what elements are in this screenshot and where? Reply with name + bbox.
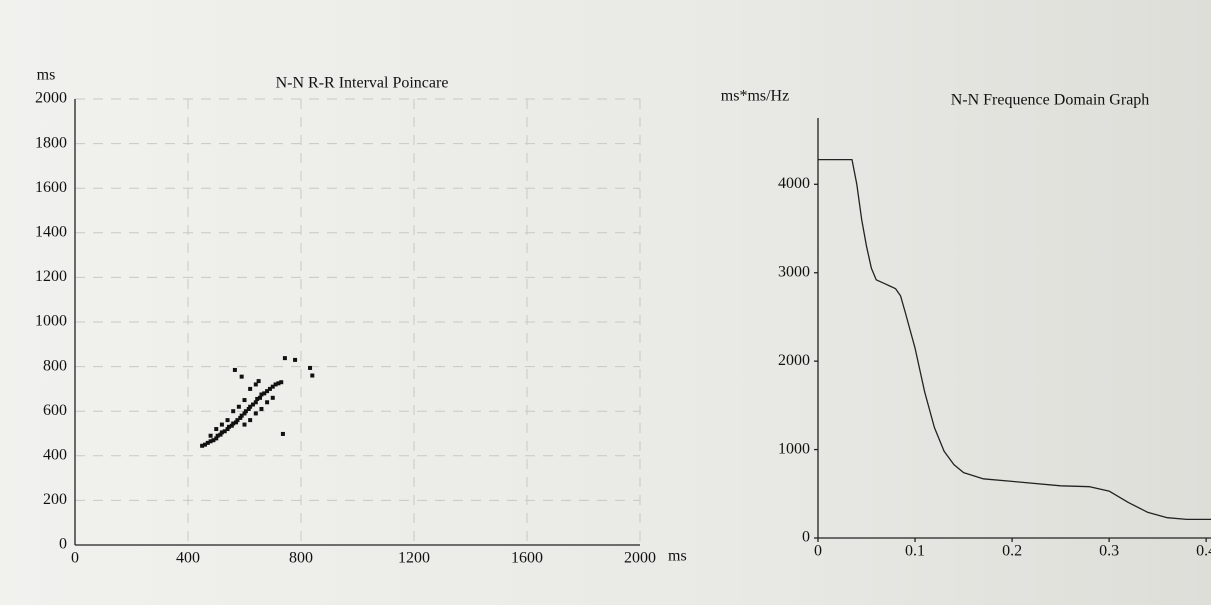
point [256, 379, 261, 384]
point [270, 395, 275, 400]
point [229, 423, 234, 428]
point [208, 439, 213, 444]
y-tick-label: 400 [43, 446, 67, 463]
point [248, 418, 253, 423]
point [253, 382, 258, 387]
x-tick-label: 400 [176, 550, 200, 567]
point [265, 400, 270, 405]
x-tick-label: 0 [71, 550, 79, 567]
point [250, 402, 255, 407]
point [276, 381, 281, 386]
point [236, 404, 241, 409]
y-tick-label: 1400 [35, 223, 67, 240]
point [248, 404, 253, 409]
point [222, 429, 227, 434]
point [239, 374, 244, 379]
chart-title: N-N Frequence Domain Graph [951, 92, 1150, 109]
point [235, 418, 240, 423]
point [293, 357, 298, 362]
point [200, 443, 205, 448]
point [310, 373, 315, 378]
point [273, 382, 278, 387]
point [279, 380, 284, 385]
point [218, 432, 223, 437]
point [267, 386, 272, 391]
y-tick-label: 200 [43, 491, 67, 508]
point [219, 430, 224, 435]
point [234, 420, 239, 425]
point [255, 396, 260, 401]
y-axis-label: ms*ms/Hz [721, 88, 789, 105]
y-tick-label: 600 [43, 402, 67, 419]
y-tick-label: 1600 [35, 179, 67, 196]
point [246, 406, 251, 411]
x-tick-label: 0.4 [1196, 543, 1211, 560]
point [219, 422, 224, 427]
point [225, 418, 230, 423]
point [231, 409, 236, 414]
x-axis-label: ms [668, 548, 687, 565]
x-tick-label: 0.2 [1002, 543, 1022, 560]
point [258, 395, 263, 400]
y-tick-label: 1000 [778, 440, 810, 457]
x-tick-label: 1200 [398, 550, 430, 567]
point [208, 433, 213, 438]
y-tick-label: 0 [802, 529, 810, 546]
point [214, 436, 219, 441]
point [270, 384, 275, 389]
y-tick-label: 2000 [35, 90, 67, 107]
y-tick-label: 2000 [778, 352, 810, 369]
point [282, 356, 287, 361]
y-tick-label: 1800 [35, 134, 67, 151]
x-tick-label: 1600 [511, 550, 543, 567]
point [248, 386, 253, 391]
point [253, 400, 258, 405]
point [205, 440, 210, 445]
point [259, 406, 264, 411]
point [280, 431, 285, 436]
y-tick-label: 3000 [778, 263, 810, 280]
chart-title: N-N R-R Interval Poincare [276, 75, 449, 92]
point [238, 415, 243, 420]
x-tick-label: 2000 [624, 550, 656, 567]
point [225, 427, 230, 432]
point [259, 392, 264, 397]
x-tick-label: 0.1 [905, 543, 925, 560]
x-tick-label: 0.3 [1099, 543, 1119, 560]
point [202, 442, 207, 447]
point [243, 409, 248, 414]
y-tick-label: 4000 [778, 175, 810, 192]
y-axis-label: ms [37, 67, 56, 84]
x-tick-label: 800 [289, 550, 313, 567]
point [215, 433, 220, 438]
y-tick-label: 1000 [35, 313, 67, 330]
y-tick-label: 800 [43, 357, 67, 374]
point [231, 421, 236, 426]
line [818, 158, 1211, 521]
point [308, 365, 313, 370]
point [265, 389, 270, 394]
point [242, 398, 247, 403]
point [226, 424, 231, 429]
point [242, 411, 247, 416]
point [232, 367, 237, 372]
x-tick-label: 0 [814, 543, 822, 560]
point [239, 413, 244, 418]
point [262, 391, 267, 396]
point [253, 411, 258, 416]
y-tick-label: 1200 [35, 268, 67, 285]
point [214, 427, 219, 432]
point [242, 422, 247, 427]
y-tick-label: 0 [59, 536, 67, 553]
point [211, 438, 216, 443]
